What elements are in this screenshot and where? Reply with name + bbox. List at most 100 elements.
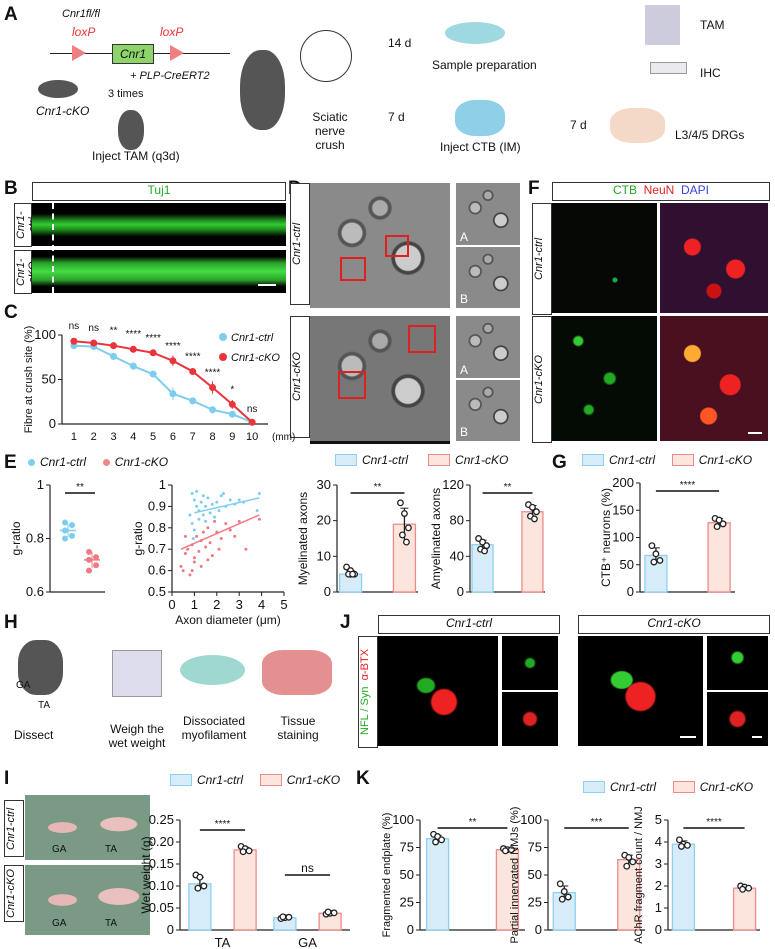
significance-label: ns [247,404,258,415]
scatter-point [237,519,241,523]
x-tick-label: 6 [170,431,176,443]
ga-label: GA [52,844,67,855]
stain-header: CTB NeuN DAPI [552,182,770,201]
data-point [86,567,92,574]
scatter-point [255,509,259,513]
scatter-point [213,515,217,519]
significance-label: **** [205,368,221,379]
scatter-point [190,569,194,573]
y-axis-label: g-ratio [9,521,23,555]
scatter-point [237,498,241,502]
gene-box: Cnr1 [112,44,154,64]
scale-bar [258,284,276,286]
data-point [93,554,99,561]
x-tick-label: 5 [280,597,287,612]
significance-label: **** [680,480,696,491]
y-tick-label: 75 [528,840,542,855]
merge-ctrl-image [660,203,768,313]
data-point [169,357,177,365]
data-point [324,908,332,916]
neun-label: NeuN [643,183,675,197]
significance-label: **** [126,329,142,340]
significance-label: ns [88,323,99,334]
day-7b-label: 7 d [570,118,587,132]
cre-label: + PLP-CreERT2 [130,70,210,82]
y-tick-label: 80 [450,513,464,528]
ctb-label: CTB [612,183,637,197]
em-ctrl-image [310,183,450,308]
y-tick-label: 150 [612,502,634,517]
roi-a [385,235,409,257]
ta-label: TA [105,918,118,929]
nmj-cko-green [707,636,768,690]
inset-a-cko [456,316,520,378]
significance-label: **** [145,333,161,344]
legend-marker [219,353,227,361]
data-point [110,352,117,360]
step-dissociate: Dissociated myofilament [181,714,247,742]
times-label: 3 times [108,88,144,100]
y-tick-label: 0 [655,922,662,937]
bar-ctrl [671,843,696,931]
scale-bar [752,736,762,738]
data-point [402,538,410,546]
legend-i: Cnr1-ctrl Cnr1-cKO [170,773,340,787]
y-axis-label: Wet weight (g) [139,836,153,913]
scatter-point [228,528,232,532]
legend-g: Cnr1-ctrl Cnr1-cKO [582,453,752,467]
data-point [739,885,747,893]
scatter-point [183,534,187,538]
nmj-ctrl-red [502,692,558,746]
significance-label: ns [69,321,80,332]
significance-label: ** [504,482,512,493]
col-label-ctrl: Cnr1-ctrl [378,615,560,634]
data-point [556,880,564,888]
significance-label: ** [374,482,382,493]
scatter-point [192,498,196,502]
y-tick-label: 20 [317,513,331,528]
nerve-zoom-circle [300,30,352,82]
data-point [69,522,75,529]
y-tick-label: 0.8 [148,520,166,535]
data-point [648,542,656,550]
scatter-point [219,494,223,498]
data-point [650,558,658,566]
y-axis-label: CTB⁺ neurons (%) [599,488,613,587]
scatter-point [228,498,232,502]
scale-icon [112,650,162,697]
scatter-point [191,537,195,540]
panel-letter-j: J [340,612,351,633]
nmj-ctrl-merge [378,636,498,746]
significance-label: **** [215,819,231,830]
y-tick-label: 0.5 [148,584,166,599]
data-point [745,884,753,892]
legend-label: Cnr1-cKO [231,352,280,364]
data-point [62,535,68,542]
bar-cko [707,522,731,593]
data-point [93,562,99,569]
scatter-point [217,547,221,551]
ctb-ctrl-image [552,203,657,313]
y-axis-label: Myelinated axons [296,492,310,585]
y-axis-label: Fragmented endplate (%) [381,813,393,938]
step-staining: Tissue staining [277,714,319,742]
y-tick-label: 4 [655,834,662,849]
y-tick-label: 0.9 [148,498,166,513]
data-point [719,520,727,528]
y-tick-label: 30 [317,477,331,492]
data-point [86,556,92,563]
data-point [149,349,157,357]
drg-icon [610,108,665,143]
inset-label-b: B [460,292,469,306]
scatter-point [222,492,226,496]
chart-k3: 0 1 2 3 4 5 AChR fragment count / NMJ **** [633,806,760,944]
x-tick-label: 1 [191,597,198,612]
legend-label: Cnr1-ctrl [231,332,274,344]
roi-b [338,371,366,399]
mouse-icon [38,80,78,98]
data-point [528,503,536,511]
legend-e: Cnr1-ctrl Cnr1-cKO [28,455,168,469]
data-point [713,523,721,531]
